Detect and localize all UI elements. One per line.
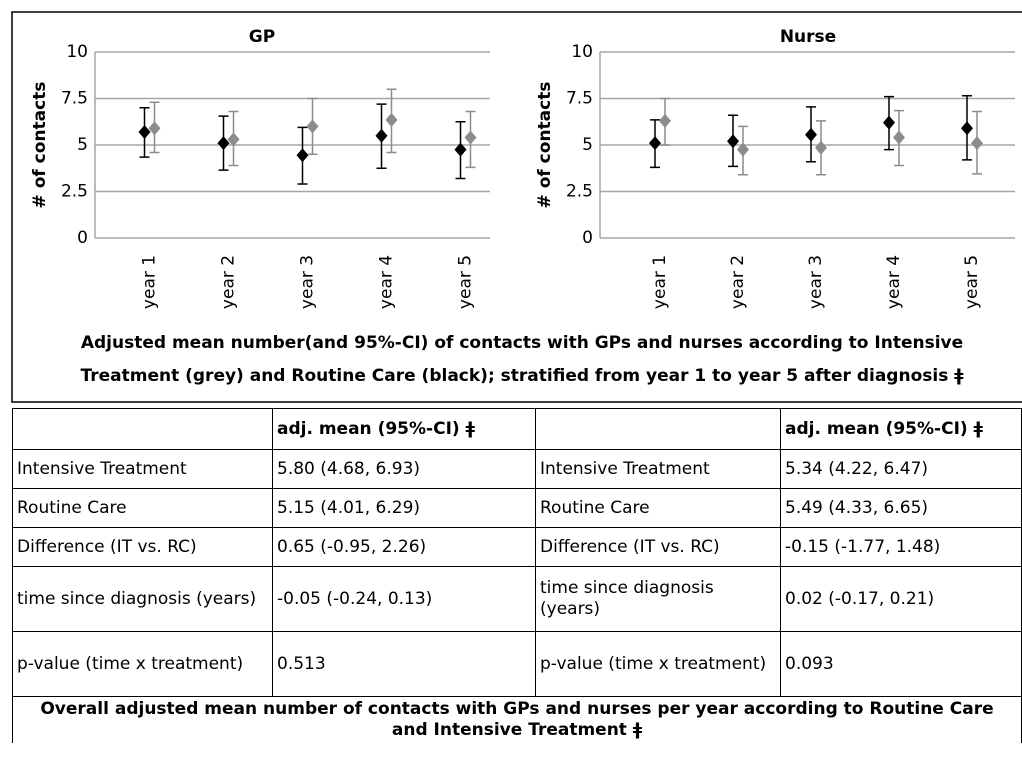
table-body: Intensive Treatment 5.80 (4.68, 6.93) Inte… xyxy=(12,449,1022,697)
x-tick-label: year 3 xyxy=(806,255,826,309)
mean-marker xyxy=(659,113,671,128)
table-row: Routine Care 5.15 (4.01, 6.29) Routine Car… xyxy=(12,488,1022,528)
y-tick-label: 10 xyxy=(66,42,88,62)
y-tick-label: 2.5 xyxy=(61,182,88,202)
mean-marker xyxy=(217,136,230,151)
table-cell: p-value (time x treatment) xyxy=(12,631,273,697)
table-cell: Difference (IT vs. RC) xyxy=(535,527,781,567)
header-cell xyxy=(12,408,273,450)
x-tick-label: year 2 xyxy=(728,255,748,309)
x-tick-label: year 3 xyxy=(298,255,318,309)
y-tick-label: 7.5 xyxy=(566,89,593,109)
table-cell: p-value (time x treatment) xyxy=(535,631,781,697)
mean-marker xyxy=(971,136,983,151)
caption-line: Overall adjusted mean number of contacts… xyxy=(40,699,994,719)
y-tick-label: 2.5 xyxy=(566,182,593,202)
table-caption: Overall adjusted mean number of contacts… xyxy=(12,696,1022,743)
chart-title: Nurse xyxy=(780,27,836,47)
y-tick-label: 10 xyxy=(571,42,593,62)
mean-marker xyxy=(815,140,827,155)
mean-marker xyxy=(306,119,319,134)
mean-marker xyxy=(296,148,309,163)
caption-line: and Intensive Treatment ǂ xyxy=(391,720,643,740)
figure-caption: Adjusted mean number(and 95%-CI) of cont… xyxy=(81,333,963,353)
x-tick-label: year 1 xyxy=(140,255,160,309)
mean-marker xyxy=(883,115,895,130)
table-cell: 0.513 xyxy=(272,631,536,697)
mean-marker xyxy=(464,130,477,145)
mean-marker xyxy=(737,142,749,157)
header-cell xyxy=(535,408,781,450)
mean-marker xyxy=(727,134,739,149)
mean-marker xyxy=(227,132,240,147)
table-row: p-value (time x treatment) 0.513 p-value (… xyxy=(12,631,1022,697)
table-cell: -0.15 (-1.77, 1.48) xyxy=(780,527,1022,567)
table-cell: 0.093 xyxy=(780,631,1022,697)
table-cell: 5.15 (4.01, 6.29) xyxy=(272,488,536,528)
mean-marker xyxy=(961,121,973,136)
figure-frame xyxy=(11,11,1022,403)
header-cell: adj. mean (95%-CI) ǂ xyxy=(780,408,1022,450)
table-cell: 0.02 (-0.17, 0.21) xyxy=(780,566,1022,632)
header-row: adj. mean (95%-CI) ǂ adj. mean (95%-CI) … xyxy=(12,408,1022,450)
x-tick-label: year 4 xyxy=(377,255,397,309)
mean-marker xyxy=(454,142,467,157)
mean-marker xyxy=(805,127,817,142)
table-cell: time since diagnosis (years) xyxy=(12,566,273,632)
table-cell: Difference (IT vs. RC) xyxy=(12,527,273,567)
y-tick-label: 7.5 xyxy=(61,89,88,109)
table-cell: 5.80 (4.68, 6.93) xyxy=(272,449,536,489)
x-tick-label: year 5 xyxy=(456,255,476,309)
table-cell: Intensive Treatment xyxy=(12,449,273,489)
table-cell: -0.05 (-0.24, 0.13) xyxy=(272,566,536,632)
mean-marker xyxy=(375,128,388,143)
x-tick-label: year 5 xyxy=(962,255,982,309)
mean-marker xyxy=(138,124,151,139)
table-cell: time since diagnosis (years) xyxy=(535,566,781,632)
results-table: adj. mean (95%-CI) ǂ adj. mean (95%-CI) … xyxy=(12,408,1022,743)
y-axis-title: # of contacts xyxy=(535,82,555,209)
mean-marker xyxy=(649,136,661,151)
mean-marker xyxy=(385,112,398,127)
header-cell: adj. mean (95%-CI) ǂ xyxy=(272,408,536,450)
table-row: time since diagnosis (years) -0.05 (-0.24… xyxy=(12,566,1022,632)
table-cell: 5.34 (4.22, 6.47) xyxy=(780,449,1022,489)
x-tick-label: year 4 xyxy=(884,255,904,309)
figure-caption: Treatment (grey) and Routine Care (black… xyxy=(80,366,964,386)
figure: Adjusted mean number(and 95%-CI) of cont… xyxy=(11,11,1022,403)
x-tick-label: year 1 xyxy=(650,255,670,309)
y-axis-title: # of contacts xyxy=(30,82,50,209)
x-tick-label: year 2 xyxy=(219,255,239,309)
y-tick-label: 5 xyxy=(77,135,88,155)
table-row: Difference (IT vs. RC) 0.65 (-0.95, 2.26)… xyxy=(12,527,1022,567)
y-tick-label: 5 xyxy=(582,135,593,155)
table-cell: 5.49 (4.33, 6.65) xyxy=(780,488,1022,528)
table-cell: Routine Care xyxy=(12,488,273,528)
mean-marker xyxy=(148,121,161,136)
chart-title: GP xyxy=(249,27,275,47)
mean-marker xyxy=(893,130,905,145)
table-cell: Routine Care xyxy=(535,488,781,528)
table-row: Intensive Treatment 5.80 (4.68, 6.93) Inte… xyxy=(12,449,1022,489)
caption-row: Overall adjusted mean number of contacts… xyxy=(12,696,1022,743)
y-tick-label: 0 xyxy=(582,228,593,248)
y-tick-label: 0 xyxy=(77,228,88,248)
table-cell: 0.65 (-0.95, 2.26) xyxy=(272,527,536,567)
table-cell: Intensive Treatment xyxy=(535,449,781,489)
